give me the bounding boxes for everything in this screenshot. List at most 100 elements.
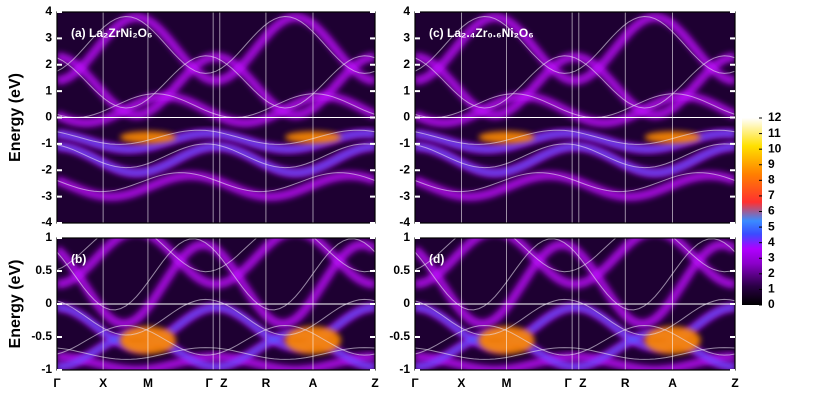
panel: [57, 238, 375, 370]
y-tick-label: -1: [399, 362, 410, 376]
dft-band: [57, 55, 375, 109]
y-tick-label: 0: [403, 296, 410, 310]
dft-band: [415, 347, 735, 360]
spectral-band: [57, 352, 375, 370]
y-axis-label: Energy (eV): [7, 73, 24, 162]
x-tick-label: Z: [371, 376, 378, 390]
dft-band: [57, 172, 375, 193]
x-tick-label: A: [309, 376, 318, 390]
y-axis-label: Energy (eV): [7, 260, 24, 349]
dft-band: [57, 143, 375, 169]
dft-band: [57, 93, 375, 118]
panel-label: (d): [429, 252, 444, 266]
spectral-band: [57, 131, 375, 152]
y-tick-label: 0: [45, 296, 52, 310]
y-tick-label: 1: [45, 83, 52, 97]
y-tick-label: 4: [45, 4, 52, 18]
y-tick-label: 1: [45, 230, 52, 244]
dft-band: [57, 347, 375, 360]
x-tick-label: M: [502, 376, 512, 390]
x-tick-label: A: [668, 376, 677, 390]
colorbar-tick-label: 3: [768, 250, 775, 264]
colorbar-tick-label: 12: [768, 110, 782, 124]
dft-band: [415, 143, 735, 169]
x-tick-label: Z: [579, 376, 586, 390]
spectral-band: [57, 144, 375, 175]
spectral-band: [415, 131, 735, 152]
colorbar-tick-label: 8: [768, 173, 775, 187]
x-tick-label: Z: [731, 376, 738, 390]
dft-band: [415, 172, 735, 193]
y-tick-label: -4: [41, 215, 52, 229]
y-tick-label: 1: [403, 83, 410, 97]
y-tick-label: -1: [41, 362, 52, 376]
colorbar-tick-label: 10: [768, 141, 782, 155]
colorbar-tick-label: 7: [768, 188, 775, 202]
spectral-band: [415, 144, 735, 175]
dft-band: [415, 238, 735, 311]
spectral-band: [57, 240, 375, 329]
y-tick-label: -2: [41, 162, 52, 176]
y-tick-label: -0.5: [31, 329, 52, 343]
panel-label: (b): [71, 252, 86, 266]
panel-label: (c) La₂.₄Zr₀.₆Ni₂O₆: [429, 26, 534, 40]
spectral-band: [415, 12, 735, 86]
colorbar-tick-label: 1: [768, 282, 775, 296]
dft-band: [415, 93, 735, 118]
y-tick-label: -3: [399, 189, 410, 203]
colorbar: [742, 118, 762, 305]
x-tick-label: X: [457, 376, 465, 390]
dft-band: [57, 298, 375, 336]
y-tick-label: 0.5: [393, 263, 410, 277]
x-tick-label: M: [143, 376, 153, 390]
dft-band: [57, 238, 375, 311]
y-tick-label: 0.5: [35, 263, 52, 277]
colorbar-tick-label: 0: [768, 297, 775, 311]
y-tick-label: 2: [403, 57, 410, 71]
x-tick-label: X: [99, 376, 107, 390]
spectral-band: [415, 240, 735, 329]
x-tick-label: Γ: [53, 376, 61, 390]
y-tick-label: 4: [403, 4, 410, 18]
x-tick-label: Γ: [206, 376, 214, 390]
panel: [415, 12, 735, 223]
y-tick-label: 0: [45, 110, 52, 124]
y-tick-label: 0: [403, 110, 410, 124]
y-tick-label: -3: [41, 189, 52, 203]
dft-band: [57, 238, 375, 273]
x-tick-label: Γ: [565, 376, 573, 390]
y-tick-label: 3: [403, 31, 410, 45]
colorbar-tick-label: 4: [768, 235, 775, 249]
dft-band: [57, 129, 375, 145]
colorbar-tick-label: 11: [768, 126, 781, 140]
spectral-band: [415, 352, 735, 370]
dft-band: [415, 298, 735, 336]
panel-label: (a) La₂ZrNi₂O₆: [71, 26, 152, 40]
panel: [415, 238, 735, 370]
dft-band: [57, 15, 375, 74]
x-tick-label: Z: [220, 376, 227, 390]
y-tick-label: -0.5: [389, 329, 410, 343]
y-tick-label: 2: [45, 57, 52, 71]
y-tick-label: -1: [41, 136, 52, 150]
dft-band: [415, 129, 735, 145]
y-tick-label: -1: [399, 136, 410, 150]
x-tick-label: R: [621, 376, 630, 390]
dft-band: [415, 15, 735, 74]
x-tick-label: Γ: [411, 376, 419, 390]
y-tick-label: -4: [399, 215, 410, 229]
colorbar-tick-label: 6: [768, 204, 775, 218]
dft-band: [57, 324, 375, 356]
y-tick-label: -2: [399, 162, 410, 176]
y-tick-label: 1: [403, 230, 410, 244]
panel: [57, 12, 375, 223]
spectral-band: [57, 12, 375, 86]
colorbar-tick-label: 2: [768, 266, 775, 280]
dft-band: [415, 238, 735, 273]
colorbar-tick-label: 5: [768, 219, 775, 233]
x-tick-label: R: [262, 376, 271, 390]
y-tick-label: 3: [45, 31, 52, 45]
dft-band: [415, 55, 735, 109]
colorbar-tick-label: 9: [768, 157, 775, 171]
